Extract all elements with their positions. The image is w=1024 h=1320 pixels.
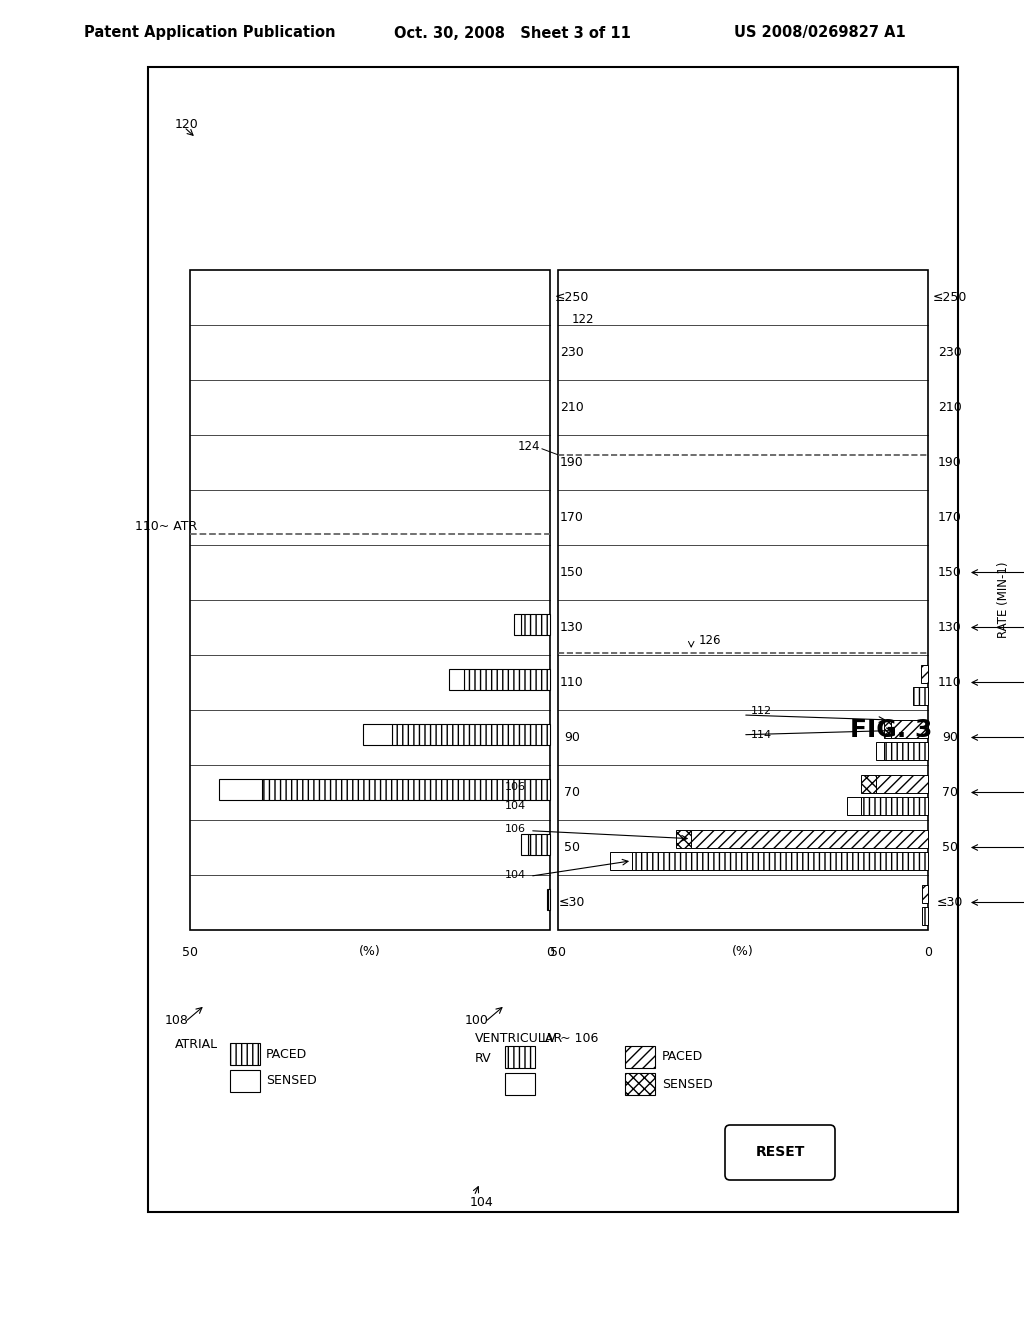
Bar <box>505 1045 535 1068</box>
Text: ATRIAL: ATRIAL <box>175 1039 218 1052</box>
Text: Patent Application Publication: Patent Application Publication <box>84 25 336 41</box>
Text: 0: 0 <box>546 945 554 958</box>
Bar <box>450 669 464 689</box>
Text: 210: 210 <box>560 401 584 414</box>
Bar <box>625 1045 655 1068</box>
Bar <box>230 1043 260 1065</box>
Text: 150: 150 <box>938 566 962 579</box>
Text: 110: 110 <box>938 676 962 689</box>
Text: 110~ ATR: 110~ ATR <box>135 520 198 532</box>
Bar <box>884 742 928 759</box>
Bar <box>913 686 928 705</box>
Text: (%): (%) <box>359 945 381 958</box>
Bar <box>464 669 550 689</box>
Bar <box>219 779 262 800</box>
Text: ≤30: ≤30 <box>559 896 585 909</box>
Text: 106: 106 <box>505 824 526 834</box>
Text: 104: 104 <box>470 1196 494 1209</box>
Bar <box>528 834 550 854</box>
Bar <box>625 1073 655 1096</box>
Bar <box>505 1073 535 1096</box>
Bar <box>514 614 521 635</box>
Text: SENSED: SENSED <box>662 1077 713 1090</box>
Text: US 2008/0269827 A1: US 2008/0269827 A1 <box>734 25 906 41</box>
Text: RV: RV <box>475 1052 492 1064</box>
Text: ≤250: ≤250 <box>555 290 589 304</box>
Text: 122: 122 <box>572 313 595 326</box>
FancyBboxPatch shape <box>725 1125 835 1180</box>
Text: 50: 50 <box>942 841 958 854</box>
Text: SENSED: SENSED <box>266 1074 316 1088</box>
Text: 124: 124 <box>517 441 540 453</box>
Bar <box>677 830 691 847</box>
Text: 230: 230 <box>938 346 962 359</box>
Text: 104: 104 <box>505 870 526 879</box>
Bar <box>558 271 928 931</box>
Text: PACED: PACED <box>266 1048 307 1060</box>
Text: 110: 110 <box>560 676 584 689</box>
Bar <box>847 797 861 814</box>
Bar <box>521 834 528 854</box>
Bar <box>891 719 928 738</box>
Bar <box>861 797 928 814</box>
Text: 230: 230 <box>560 346 584 359</box>
Bar <box>921 665 928 682</box>
Text: 0: 0 <box>924 945 932 958</box>
Text: 114: 114 <box>751 730 771 739</box>
Bar <box>148 67 958 1212</box>
Text: 130: 130 <box>938 620 962 634</box>
Bar <box>230 1071 260 1092</box>
Text: 170: 170 <box>560 511 584 524</box>
Text: 150: 150 <box>560 566 584 579</box>
Text: 190: 190 <box>938 455 962 469</box>
Text: LV ~ 106: LV ~ 106 <box>542 1031 598 1044</box>
Bar <box>922 907 928 924</box>
Text: 108: 108 <box>165 1014 188 1027</box>
Text: 70: 70 <box>564 785 580 799</box>
Bar <box>262 779 550 800</box>
Text: 90: 90 <box>942 731 957 744</box>
Text: 210: 210 <box>938 401 962 414</box>
Text: VENTRICULAR: VENTRICULAR <box>475 1031 563 1044</box>
Text: 104: 104 <box>505 801 526 812</box>
Bar <box>190 271 550 931</box>
Bar <box>922 884 928 903</box>
Text: 126: 126 <box>698 635 721 647</box>
Text: FIG. 3: FIG. 3 <box>850 718 933 742</box>
Text: 106: 106 <box>505 781 526 792</box>
Text: ≤30: ≤30 <box>937 896 964 909</box>
Text: 112: 112 <box>751 706 771 715</box>
Bar <box>861 775 877 792</box>
Bar <box>391 723 550 744</box>
Bar <box>877 742 884 759</box>
Bar <box>691 830 928 847</box>
Text: 190: 190 <box>560 455 584 469</box>
Bar <box>521 614 550 635</box>
Text: Oct. 30, 2008   Sheet 3 of 11: Oct. 30, 2008 Sheet 3 of 11 <box>393 25 631 41</box>
Bar <box>632 851 928 870</box>
Text: ≤250: ≤250 <box>933 290 968 304</box>
Text: 50: 50 <box>564 841 580 854</box>
Text: 170: 170 <box>938 511 962 524</box>
Text: (%): (%) <box>732 945 754 958</box>
Text: 70: 70 <box>942 785 958 799</box>
Bar <box>610 851 632 870</box>
Text: RATE (MIN-1): RATE (MIN-1) <box>996 562 1010 639</box>
Text: 90: 90 <box>564 731 580 744</box>
Text: 130: 130 <box>560 620 584 634</box>
Text: 120: 120 <box>175 119 199 132</box>
Bar <box>884 719 891 738</box>
Text: RESET: RESET <box>756 1146 805 1159</box>
Bar <box>548 888 550 909</box>
Bar <box>362 723 391 744</box>
Text: 100: 100 <box>465 1014 488 1027</box>
Text: 50: 50 <box>182 945 198 958</box>
Bar <box>877 775 928 792</box>
Text: PACED: PACED <box>662 1051 703 1064</box>
Text: 50: 50 <box>550 945 566 958</box>
